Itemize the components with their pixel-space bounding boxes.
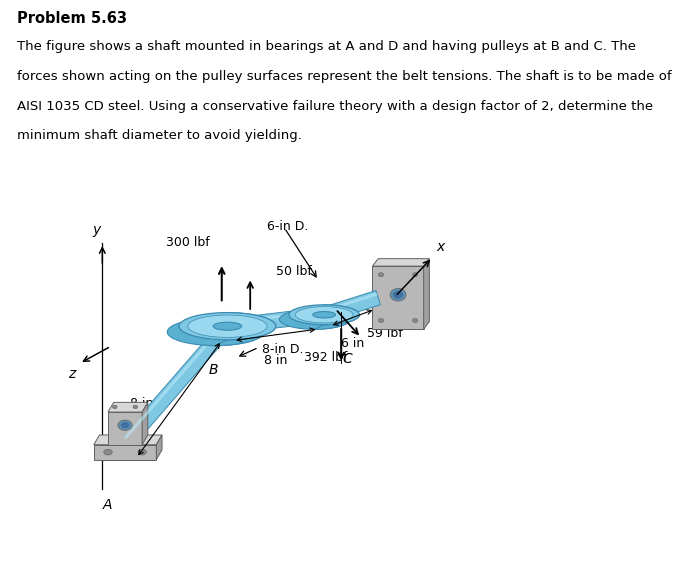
Ellipse shape xyxy=(412,273,418,277)
Text: y: y xyxy=(92,224,101,238)
Text: D: D xyxy=(412,297,423,310)
Ellipse shape xyxy=(279,309,350,329)
Ellipse shape xyxy=(214,322,242,330)
Ellipse shape xyxy=(118,420,132,431)
Polygon shape xyxy=(424,259,429,329)
Text: x: x xyxy=(436,239,445,254)
Polygon shape xyxy=(94,435,162,444)
Ellipse shape xyxy=(133,405,138,409)
Polygon shape xyxy=(216,313,276,346)
Text: Problem 5.63: Problem 5.63 xyxy=(17,12,127,27)
Ellipse shape xyxy=(390,288,406,301)
Polygon shape xyxy=(323,292,377,313)
Polygon shape xyxy=(372,266,424,329)
Ellipse shape xyxy=(303,316,326,323)
Text: The figure shows a shaft mounted in bearings at A and D and having pulleys at B : The figure shows a shaft mounted in bear… xyxy=(17,40,636,53)
Polygon shape xyxy=(108,402,148,412)
Text: 8 in: 8 in xyxy=(264,354,288,367)
Polygon shape xyxy=(142,402,148,444)
Text: 59 lbf: 59 lbf xyxy=(367,327,402,340)
Text: 6-in D.: 6-in D. xyxy=(267,220,309,232)
Text: minimum shaft diameter to avoid yielding.: minimum shaft diameter to avoid yielding… xyxy=(17,129,302,142)
Polygon shape xyxy=(124,323,226,439)
Text: C: C xyxy=(342,352,352,366)
Text: 8 in: 8 in xyxy=(130,397,154,410)
Polygon shape xyxy=(227,307,325,334)
Text: 8-in D.: 8-in D. xyxy=(262,343,303,355)
Polygon shape xyxy=(372,259,429,266)
Ellipse shape xyxy=(138,449,146,455)
Text: 392 lbf: 392 lbf xyxy=(304,351,348,364)
Ellipse shape xyxy=(379,273,384,277)
Text: 50 lbf: 50 lbf xyxy=(276,265,312,279)
Ellipse shape xyxy=(113,405,117,409)
Text: AISI 1035 CD steel. Using a conservative failure theory with a design factor of : AISI 1035 CD steel. Using a conservative… xyxy=(17,99,653,113)
Ellipse shape xyxy=(313,312,335,318)
Polygon shape xyxy=(94,444,156,460)
Polygon shape xyxy=(122,321,233,446)
Polygon shape xyxy=(108,412,142,444)
Ellipse shape xyxy=(295,306,353,323)
Text: 300 lbf: 300 lbf xyxy=(166,236,209,249)
Text: z: z xyxy=(69,367,76,381)
Polygon shape xyxy=(322,291,380,322)
Ellipse shape xyxy=(412,318,418,323)
Polygon shape xyxy=(227,310,324,324)
Text: 6 in: 6 in xyxy=(341,337,364,350)
Polygon shape xyxy=(315,305,359,329)
Text: A: A xyxy=(102,498,112,512)
Text: B: B xyxy=(209,364,218,377)
Polygon shape xyxy=(156,435,162,460)
Ellipse shape xyxy=(289,305,359,325)
Text: forces shown acting on the pulley surfaces represent the belt tensions. The shaf: forces shown acting on the pulley surfac… xyxy=(17,70,671,83)
Ellipse shape xyxy=(167,318,264,346)
Ellipse shape xyxy=(379,318,384,323)
Ellipse shape xyxy=(121,422,130,428)
Ellipse shape xyxy=(179,313,276,340)
Ellipse shape xyxy=(104,449,112,455)
Ellipse shape xyxy=(393,291,403,299)
Ellipse shape xyxy=(202,328,230,336)
Ellipse shape xyxy=(188,315,267,338)
